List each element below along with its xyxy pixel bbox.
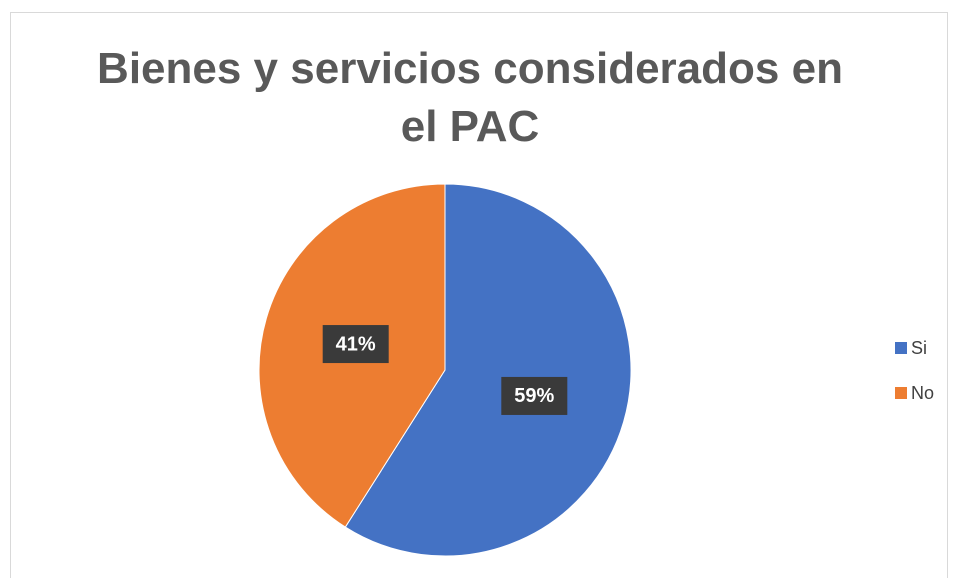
chart-border <box>10 12 948 578</box>
legend-label: Si <box>911 338 927 358</box>
legend-swatch <box>895 342 907 354</box>
data-label-box <box>322 325 389 364</box>
data-label-box <box>501 376 568 415</box>
legend-swatch <box>895 387 907 399</box>
chart-title: Bienes y servicios considerados en el PA… <box>97 44 843 151</box>
legend-label: No <box>911 383 934 403</box>
data-label: 41% <box>336 333 376 355</box>
pie-slice <box>344 183 632 557</box>
data-label: 59% <box>514 385 554 407</box>
